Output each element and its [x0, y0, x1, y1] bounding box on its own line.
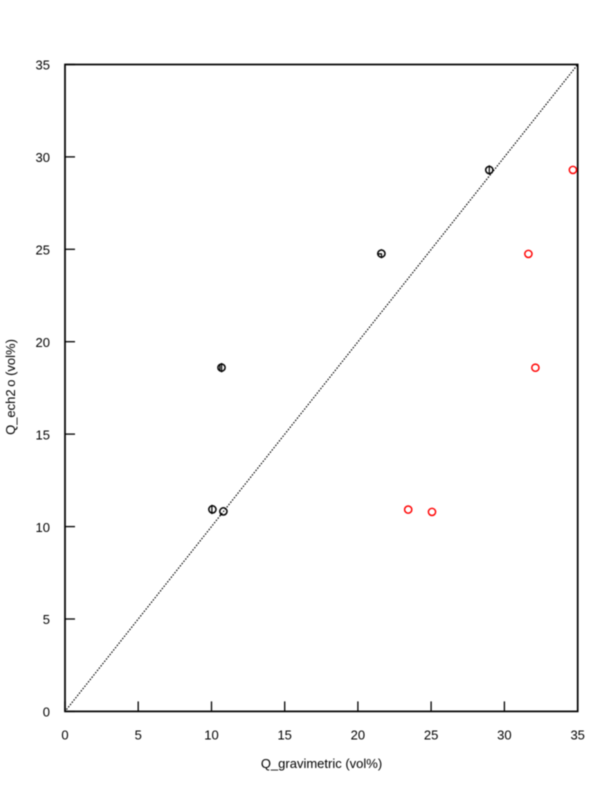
svg-text:15: 15 [277, 728, 291, 743]
svg-text:35: 35 [570, 728, 584, 743]
svg-text:20: 20 [351, 728, 365, 743]
svg-text:15: 15 [36, 427, 50, 442]
svg-text:5: 5 [135, 728, 142, 743]
svg-text:0: 0 [61, 728, 68, 743]
svg-text:0: 0 [43, 705, 50, 720]
svg-text:30: 30 [36, 150, 50, 165]
svg-text:25: 25 [36, 243, 50, 258]
svg-text:10: 10 [36, 520, 50, 535]
svg-text:25: 25 [424, 728, 438, 743]
svg-text:30: 30 [497, 728, 511, 743]
svg-text:Q_ech2 o (vol%): Q_ech2 o (vol%) [3, 339, 18, 435]
svg-text:10: 10 [204, 728, 218, 743]
svg-text:Q_gravimetric (vol%): Q_gravimetric (vol%) [261, 756, 382, 771]
svg-text:5: 5 [43, 612, 50, 627]
svg-text:35: 35 [36, 58, 50, 73]
svg-text:20: 20 [36, 335, 50, 350]
